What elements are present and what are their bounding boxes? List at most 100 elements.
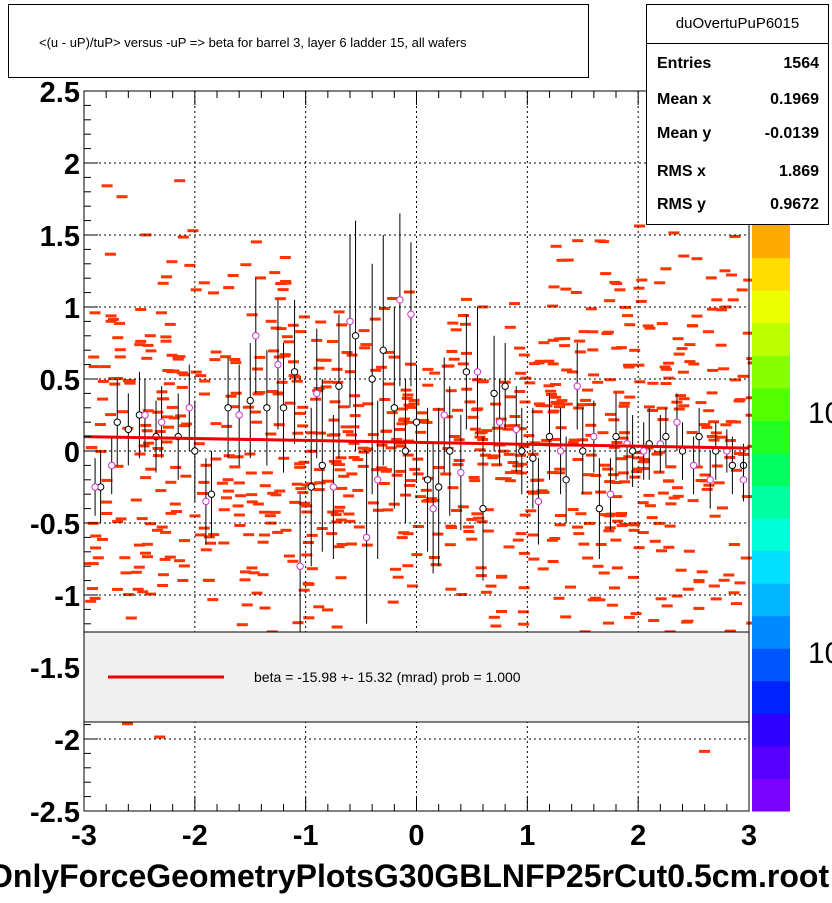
histogram-cell [628, 528, 640, 532]
histogram-cell [358, 329, 370, 333]
histogram-cell [531, 410, 543, 414]
histogram-cell [445, 587, 457, 591]
histogram-cell [520, 376, 532, 380]
histogram-cell [169, 502, 181, 506]
data-point [224, 404, 232, 412]
histogram-cell [547, 304, 559, 308]
histogram-cell [125, 616, 137, 620]
histogram-cell [555, 426, 567, 430]
histogram-cell [257, 540, 269, 544]
data-point [545, 432, 554, 441]
histogram-cell [227, 274, 239, 277]
histogram-cell [163, 382, 175, 386]
histogram-cell [105, 314, 117, 318]
data-point [396, 296, 404, 304]
histogram-cell [303, 616, 315, 620]
histogram-cell [246, 493, 258, 497]
histogram-cell [333, 509, 344, 513]
histogram-cell [646, 516, 658, 520]
histogram-cell [701, 487, 713, 491]
histogram-cell [142, 409, 154, 413]
y-tick-labels: 2.5 2 1.5 1 0.5 0 -0.5 -1 -1.5 -2 -2.5 [30, 77, 80, 829]
histogram-cell [404, 484, 416, 487]
histogram-cell [406, 479, 417, 483]
histogram-cell [232, 504, 244, 508]
histogram-cell [643, 493, 655, 497]
histogram-cell [466, 537, 478, 541]
histogram-cell [199, 392, 210, 396]
histogram-cell [259, 484, 271, 488]
y-tick-label: -1.5 [30, 653, 80, 685]
histogram-cell [629, 475, 641, 479]
data-point [706, 476, 714, 484]
data-point [495, 418, 504, 426]
title-box: <(u - uP)/tuP> versus -uP => beta for ba… [8, 4, 589, 78]
stats-row: RMS y 0.9672 [657, 196, 819, 214]
data-point [518, 447, 526, 455]
histogram-cell [687, 499, 699, 503]
histogram-cell [452, 463, 464, 467]
data-point [689, 461, 698, 470]
histogram-cell [623, 455, 635, 459]
histogram-cell [726, 273, 737, 277]
histogram-cell [292, 621, 304, 625]
histogram-cell [259, 606, 271, 610]
histogram-cell [403, 403, 415, 407]
histogram-cell [181, 422, 193, 426]
histogram-cell [580, 398, 591, 402]
histogram-cell [240, 570, 251, 574]
histogram-cell [313, 605, 325, 609]
histogram-cell [559, 344, 571, 348]
stats-label: Entries [657, 55, 712, 72]
histogram-cell [491, 463, 503, 467]
stats-row: Entries 1564 [657, 55, 819, 73]
histogram-cell [195, 374, 207, 378]
histogram-cell [200, 548, 212, 552]
histogram-cell [141, 542, 153, 546]
histogram-cell [715, 343, 727, 347]
histogram-cell [279, 353, 291, 357]
histogram-cell [673, 407, 685, 411]
histogram-cell [656, 322, 668, 326]
histogram-cell [561, 368, 573, 372]
histogram-cell [471, 512, 483, 516]
histogram-cell [370, 368, 382, 372]
histogram-cell [462, 525, 474, 529]
histogram-cell [154, 735, 166, 739]
histogram-cell [109, 382, 121, 386]
histogram-cell [474, 448, 486, 452]
histogram-cell [348, 456, 360, 459]
histogram-cell [403, 290, 415, 294]
histogram-cell [297, 491, 309, 495]
histogram-cell [223, 489, 234, 493]
histogram-cell [622, 314, 634, 318]
histogram-cell [117, 410, 129, 414]
histogram-cell [180, 474, 192, 478]
histogram-cell [731, 468, 742, 472]
stats-label: Mean y [657, 125, 712, 142]
histogram-cell [603, 514, 615, 518]
histogram-cell [105, 319, 117, 323]
histogram-cell [446, 350, 458, 353]
histogram-cell [576, 403, 588, 407]
histogram-cell [524, 381, 536, 385]
histogram-cell [176, 385, 188, 389]
data-point [662, 432, 670, 441]
histogram-cell [598, 571, 610, 575]
histogram-cell [555, 514, 566, 517]
histogram-cell [573, 532, 585, 536]
histogram-cell [287, 559, 299, 563]
histogram-cell [635, 299, 647, 303]
histogram-cell [369, 317, 381, 321]
histogram-cell [731, 602, 742, 606]
histogram-cell [190, 288, 202, 292]
histogram-cell [496, 610, 507, 613]
histogram-cell [728, 543, 740, 546]
stats-value: -0.0139 [764, 125, 819, 142]
histogram-cell [229, 465, 241, 469]
histogram-cell [604, 412, 616, 416]
histogram-cell [233, 513, 245, 517]
histogram-cell [660, 382, 672, 385]
histogram-cell [85, 599, 97, 603]
histogram-cell [612, 519, 624, 523]
